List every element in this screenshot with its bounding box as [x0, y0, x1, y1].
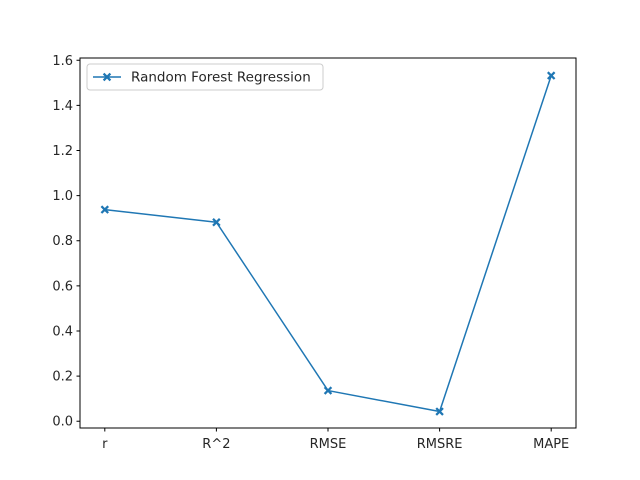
data-point-marker — [212, 218, 221, 227]
y-tick-label: 0.2 — [52, 370, 73, 385]
y-tick-label: 0.8 — [52, 234, 73, 249]
y-tick-label: 0.6 — [52, 279, 73, 294]
y-tick-label: 1.2 — [52, 144, 73, 159]
y-tick-label: 0.0 — [52, 415, 73, 430]
x-tick-label: MAPE — [533, 437, 569, 452]
series-layer — [100, 71, 556, 416]
legend-box — [86, 63, 324, 91]
data-point-marker — [100, 205, 109, 214]
legend-entry-label: Random Forest Regression — [131, 70, 311, 86]
x-tick-label: RMSRE — [417, 437, 463, 452]
plot-frame — [79, 57, 577, 429]
data-point-marker — [435, 407, 444, 416]
y-tick-label: 1.0 — [52, 189, 73, 204]
x-tick-label: r — [102, 437, 108, 452]
data-point-marker — [547, 71, 556, 80]
y-axis: 0.0 0.2 0.4 0.6 0.8 1.0 1.2 1.4 1.6 — [52, 54, 80, 430]
x-tick-label: R^2 — [202, 437, 230, 452]
legend: Random Forest Regression — [86, 63, 324, 91]
y-tick-label: 1.6 — [52, 54, 73, 69]
x-tick-label: RMSE — [310, 437, 347, 452]
legend-marker-icon — [102, 72, 112, 82]
data-point-marker — [323, 386, 333, 395]
y-tick-label: 1.4 — [52, 99, 73, 114]
x-axis: r R^2 RMSE RMSRE MAPE — [102, 428, 569, 452]
y-tick-label: 0.4 — [52, 324, 73, 339]
